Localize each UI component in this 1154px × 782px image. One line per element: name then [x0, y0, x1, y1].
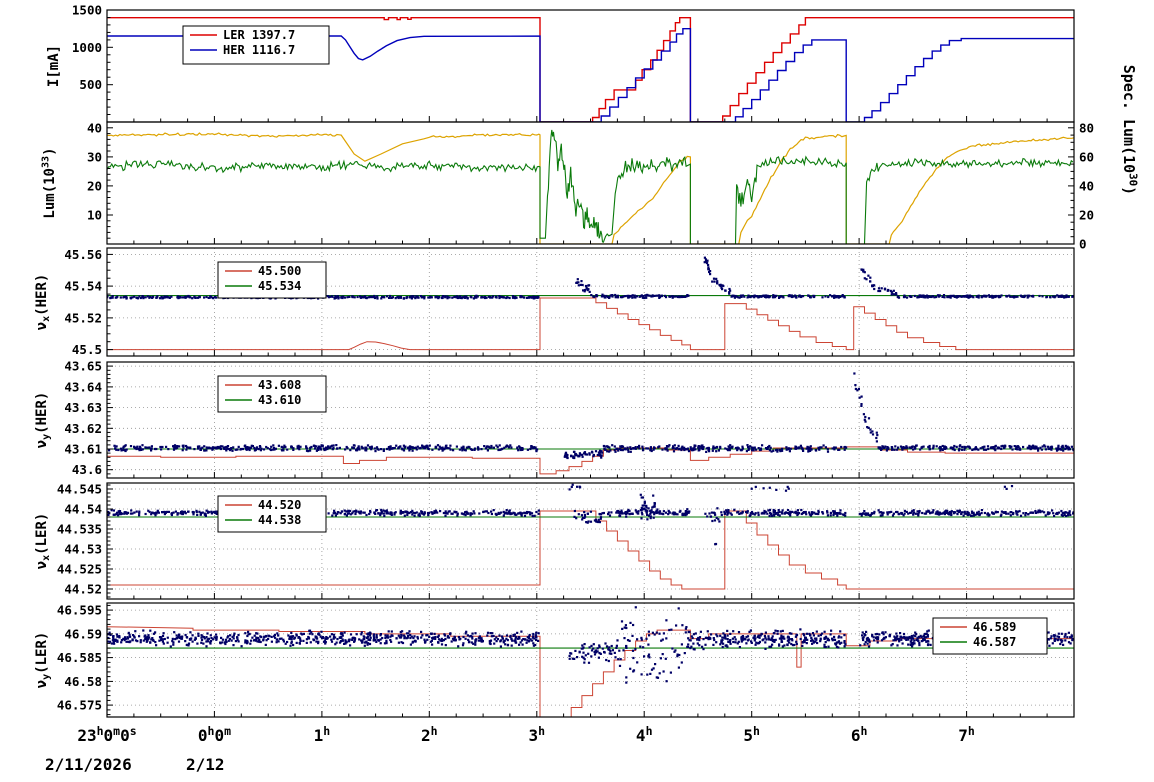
axis-ticks: [106, 121, 1074, 245]
legend-entry-label: 46.587: [973, 635, 1016, 649]
y-tick-label: 43.65: [64, 359, 102, 374]
nux-ler-axis-title: νx(LER): [34, 513, 52, 570]
right-y-tick-label: 40: [1079, 178, 1094, 193]
panel-nuy-her: 43.6 43.61 43.62 43.63 43.64 43.65 νy(HER) 43.6…: [34, 359, 1075, 479]
y-tick-label: 1000: [72, 40, 102, 55]
y-tick-label: 44.54: [64, 502, 102, 517]
y-tick-label: 43.6: [72, 462, 102, 477]
y-tick-label: 500: [79, 77, 102, 92]
x-tick-label: 1h: [314, 724, 331, 745]
grid-lines: [107, 483, 1074, 599]
x-axis-labels: 23h0m0s 0h0m 1h 2h 3h 4h 5h 6h 7h: [77, 724, 975, 745]
legend-entry-label: 43.608: [258, 378, 301, 392]
right-axis-title: Spec. Lum(1030): [1120, 65, 1140, 195]
date-next-label: 2/12: [186, 755, 225, 774]
nux-her-axis-title: νx(HER): [34, 274, 52, 331]
axis-ticks: [106, 604, 1048, 717]
y-tick-label: 45.52: [64, 310, 102, 325]
y-tick-label: 10: [87, 207, 102, 222]
axis-ticks: [106, 253, 1048, 356]
series-luminosity: [107, 129, 1074, 244]
right-y-tick-label: 0: [1079, 237, 1087, 252]
luminosity-trace: [107, 132, 1074, 244]
y-tick-label: 20: [87, 178, 102, 193]
y-tick-label: 44.52: [64, 582, 102, 597]
y-tick-label: 43.62: [64, 421, 102, 436]
legend-entry-label: 45.534: [258, 279, 301, 293]
y-tick-label: 46.58: [64, 674, 102, 689]
measured-tune-dots-nuy-her: [108, 372, 1074, 460]
x-tick-label: 0h0m: [198, 724, 231, 745]
y-tick-label: 40: [87, 120, 102, 135]
y-tick-label: 44.545: [57, 482, 102, 497]
ler-current-trace: [107, 17, 1074, 122]
grid-lines: [107, 603, 1074, 717]
specific-luminosity-trace: [107, 129, 1074, 244]
y-tick-label: 44.53: [64, 542, 102, 557]
legend-entry-label: 44.538: [258, 513, 301, 527]
axis-ticks: [106, 484, 1048, 599]
legend-entry-label: 46.589: [973, 620, 1016, 634]
right-y-tick-label: 80: [1079, 120, 1094, 135]
y-tick-label: 46.575: [57, 698, 102, 713]
nux-her-setpoint-trace: [107, 297, 1074, 351]
y-tick-label: 45.54: [64, 279, 102, 294]
legend-entry-label: 44.520: [258, 498, 301, 512]
measured-tune-dots-nux-ler: [107, 483, 1074, 546]
y-tick-label: 45.56: [64, 247, 102, 262]
series-beam-current: [107, 17, 1074, 122]
y-tick-label: 43.64: [64, 379, 102, 394]
axis-ticks: [106, 361, 1048, 479]
date-start-label: 2/11/2026: [45, 755, 132, 774]
beam-current-axis-title: I[mA]: [46, 45, 62, 87]
legend-entry-label: 43.610: [258, 393, 301, 407]
x-tick-label: 7h: [958, 724, 975, 745]
y-tick-label: 45.5: [72, 342, 102, 357]
y-tick-label: 46.59: [64, 626, 102, 641]
x-tick-label: 4h: [636, 724, 653, 745]
panel-nux-ler: 44.52 44.525 44.53 44.535 44.54 44.545 νx(LER)…: [34, 482, 1075, 600]
panel-nuy-ler: 46.575 46.58 46.585 46.59 46.595 νy(LER) 46.58…: [34, 602, 1075, 718]
luminosity-axis-title: Lum(1033): [41, 147, 58, 218]
nuy-her-axis-title: νy(HER): [34, 392, 52, 449]
y-tick-label: 1500: [72, 3, 102, 18]
right-y-tick-label: 20: [1079, 207, 1094, 222]
series-nuy-her: [107, 372, 1074, 475]
nux-ler-setpoint-trace: [107, 510, 1074, 590]
panel-luminosity: 10 20 30 40 0 20 40 60 80 Lum(1033): [41, 120, 1094, 251]
x-tick-label: 6h: [851, 724, 868, 745]
y-tick-label: 43.61: [64, 442, 102, 457]
y-tick-label: 30: [87, 149, 102, 164]
x-tick-label: 23h0m0s: [77, 724, 136, 745]
legend-entry-label: LER 1397.7: [223, 28, 295, 42]
y-tick-label: 44.535: [57, 522, 102, 537]
y-tick-label: 46.585: [57, 650, 102, 665]
her-current-trace: [107, 28, 1074, 122]
legend-entry-label: HER 1116.7: [223, 43, 295, 57]
legend-entry-label: 45.500: [258, 264, 301, 278]
y-tick-label: 46.595: [57, 603, 102, 618]
y-tick-label: 44.525: [57, 562, 102, 577]
x-tick-label: 3h: [528, 724, 545, 745]
x-tick-label: 5h: [743, 724, 760, 745]
x-tick-label: 2h: [421, 724, 438, 745]
y-tick-label: 43.63: [64, 400, 102, 415]
nuy-ler-axis-title: νy(LER): [34, 632, 52, 689]
right-y-tick-label: 60: [1079, 149, 1094, 164]
